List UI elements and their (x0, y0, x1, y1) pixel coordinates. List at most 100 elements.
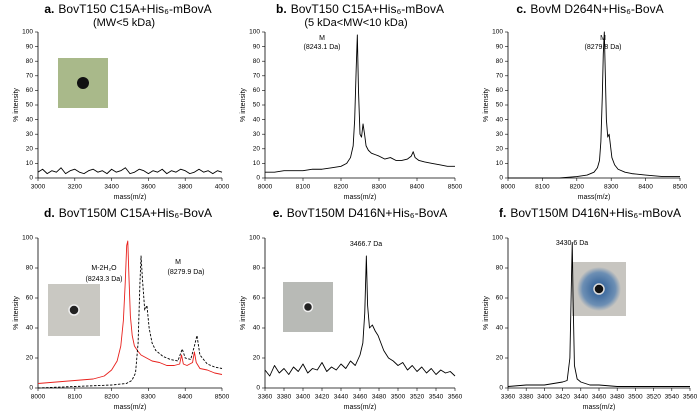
y-tick-label: 100 (492, 235, 503, 242)
x-tick-label: 8500 (673, 184, 688, 191)
x-tick-label: 3800 (178, 184, 193, 191)
y-tick-label: 0 (29, 175, 33, 182)
y-tick-label: 0 (499, 175, 503, 182)
inset-well (302, 301, 314, 313)
y-axis-label: % intensity (240, 296, 247, 330)
x-tick-label: 3400 (104, 184, 119, 191)
x-axis-label: mass(m/z) (583, 404, 616, 411)
y-tick-label: 70 (496, 73, 504, 80)
y-tick-label: 30 (496, 131, 504, 138)
panel-label: b. (276, 2, 287, 16)
y-tick-label: 30 (26, 131, 34, 138)
y-tick-label: 80 (253, 265, 261, 272)
x-axis-label: mass(m/z) (344, 194, 377, 201)
x-tick-label: 4000 (215, 184, 230, 191)
y-tick-label: 20 (253, 355, 261, 362)
x-tick-label: 3420 (315, 394, 330, 401)
y-tick-label: 0 (256, 175, 260, 182)
x-tick-label: 3600 (141, 184, 156, 191)
y-tick-label: 60 (26, 87, 34, 94)
spectrum-line (265, 34, 455, 173)
x-axis-label: mass(m/z) (578, 194, 611, 201)
y-tick-label: 80 (26, 58, 34, 65)
x-tick-label: 8400 (410, 184, 425, 191)
y-tick-label: 10 (26, 160, 34, 167)
y-tick-label: 20 (496, 355, 504, 362)
spectrum-line (37, 255, 223, 389)
panel-label: e. (273, 206, 283, 220)
x-tick-label: 3440 (334, 394, 349, 401)
y-tick-label: 60 (253, 295, 261, 302)
x-tick-label: 3480 (372, 394, 387, 401)
y-tick-label: 40 (253, 325, 261, 332)
x-tick-label: 8200 (570, 184, 585, 191)
panel-title: f. BovT150M D416N+His₆-mBovA (499, 206, 681, 220)
panel-title: d. BovT150M C15A+His₆-BovA (44, 206, 212, 220)
x-tick-label: 8100 (535, 184, 550, 191)
panel-title: a. BovT150 C15A+His₆-mBovA (44, 2, 211, 16)
y-tick-label: 0 (499, 385, 503, 392)
y-axis-label: % intensity (483, 296, 490, 330)
x-tick-label: 3360 (258, 394, 273, 401)
x-tick-label: 3520 (646, 394, 661, 401)
panel-title-text: BovT150 C15A+His₆-mBovA (291, 2, 444, 16)
panel-title: c. BovM D264N+His₆-BovA (516, 2, 663, 16)
peak-annotation: M (175, 259, 181, 266)
panel-label: d. (44, 206, 55, 220)
spectrum-line (37, 240, 223, 384)
y-tick-label: 50 (26, 102, 34, 109)
y-tick-label: 10 (496, 160, 504, 167)
y-tick-label: 60 (26, 295, 34, 302)
y-tick-label: 20 (496, 146, 504, 153)
panel-label: c. (516, 2, 526, 16)
y-tick-label: 100 (22, 235, 33, 242)
inset-well (593, 283, 605, 295)
x-tick-label: 3500 (391, 394, 406, 401)
y-tick-label: 60 (253, 87, 261, 94)
y-tick-label: 90 (253, 43, 261, 50)
x-tick-label: 3000 (31, 184, 46, 191)
peak-annotation: (8243.1 Da) (304, 44, 341, 51)
x-tick-label: 3380 (519, 394, 534, 401)
y-tick-label: 80 (253, 58, 261, 65)
peak-annotation: M (600, 35, 606, 42)
x-tick-label: 3540 (665, 394, 680, 401)
peak-annotation: M (319, 35, 325, 42)
panel-title-text: BovM D264N+His₆-BovA (530, 2, 663, 16)
x-tick-label: 3460 (592, 394, 607, 401)
y-tick-label: 40 (26, 116, 34, 123)
y-tick-label: 80 (26, 265, 34, 272)
inset-well (68, 304, 80, 316)
x-tick-label: 3440 (574, 394, 589, 401)
peak-annotation: (8279.8 Da) (585, 44, 622, 51)
spectrum-line (507, 242, 690, 387)
y-tick-label: 70 (253, 73, 261, 80)
inset-f (572, 262, 626, 316)
y-tick-label: 20 (26, 355, 34, 362)
panel-title: e. BovT150M D416N+His₆-BovA (273, 206, 448, 220)
y-axis-label: % intensity (13, 296, 20, 330)
x-tick-label: 8000 (31, 394, 46, 401)
x-tick-label: 8100 (296, 184, 311, 191)
y-tick-label: 90 (496, 43, 504, 50)
x-tick-label: 8300 (372, 184, 387, 191)
y-tick-label: 20 (26, 146, 34, 153)
x-tick-label: 3460 (353, 394, 368, 401)
peak-annotation: (8243.3 Da) (86, 276, 123, 283)
spectrum-line (508, 31, 680, 179)
x-tick-label: 3540 (429, 394, 444, 401)
x-tick-label: 3500 (628, 394, 643, 401)
y-tick-label: 0 (29, 385, 33, 392)
panel-label: a. (44, 2, 54, 16)
inset-well (77, 77, 89, 89)
panel-title-text: BovT150M D416N+His₆-mBovA (510, 206, 681, 220)
x-tick-label: 8200 (334, 184, 349, 191)
y-tick-label: 40 (253, 116, 261, 123)
y-tick-label: 70 (26, 73, 34, 80)
x-tick-label: 3380 (277, 394, 292, 401)
x-tick-label: 8300 (604, 184, 619, 191)
y-tick-label: 80 (496, 58, 504, 65)
panel-subtitle: (5 kDa<MW<10 kDa) (304, 17, 407, 29)
peak-annotation: (8279.9 Da) (168, 269, 205, 276)
